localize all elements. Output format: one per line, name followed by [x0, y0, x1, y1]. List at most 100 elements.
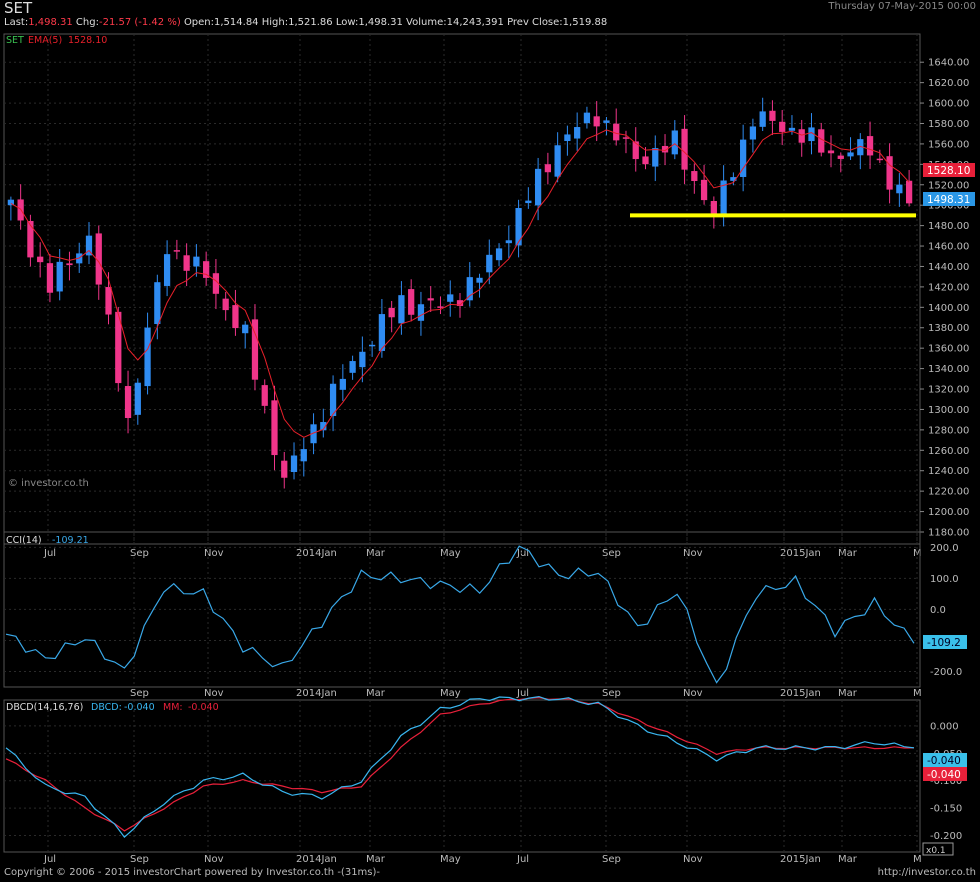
main-y-tick-label: 1240.00: [928, 466, 969, 477]
dbcd-title: DBCD(14,16,76): [6, 702, 83, 713]
dbcd-badge: -0.040: [923, 753, 967, 767]
date-time: Thursday 07-May-2015 00:00: [828, 1, 976, 12]
candle-body: [173, 250, 180, 252]
low-value: 1,498.31: [358, 17, 403, 28]
open-label: Open:: [183, 17, 215, 28]
candle-body: [261, 385, 268, 406]
support-badge-text: 1498.31: [927, 194, 970, 206]
candle-body: [349, 361, 356, 373]
candle-body: [232, 305, 239, 329]
main-panel-frame: [3, 33, 921, 545]
candle-body: [212, 273, 220, 294]
cci-y-tick-label: 0.0: [930, 605, 946, 616]
main-x-tick-label: Nov: [683, 548, 703, 559]
chg-value: -21.57 (-1.42 %): [98, 17, 181, 28]
dbcd-y-axis: 0.000-0.050-0.100-0.150-0.200: [930, 721, 962, 842]
cci-x-tick-label: Nov: [204, 688, 224, 699]
candle-body: [720, 180, 727, 214]
candle-body: [886, 156, 893, 190]
quote-summary: Last:1,498.31 Chg:-21.57 (-1.42 %) Open:…: [4, 17, 607, 28]
main-y-tick-label: 1440.00: [928, 262, 969, 273]
candle-body: [515, 208, 522, 246]
chart-canvas[interactable]: 1640.001620.001600.001580.001560.001540.…: [0, 32, 980, 866]
candle-body: [495, 248, 503, 261]
candle-body: [456, 300, 464, 307]
candle-body: [144, 327, 151, 387]
cci-badge: -109.2: [923, 635, 967, 649]
main-x-tick-label: Sep: [602, 548, 621, 559]
low-label: Low:: [335, 17, 359, 28]
volume-label: Volume:: [406, 17, 447, 28]
candle-body: [339, 378, 346, 390]
cci-x-axis: Sep Nov 2014Jan Mar May Jul Sep Nov 2015Jan Mar M: [130, 688, 922, 699]
candle-body: [203, 261, 210, 278]
candle-body: [359, 351, 366, 368]
candle-body: [827, 150, 835, 154]
candle-body: [642, 156, 649, 165]
ema-label: EMA(5): [28, 35, 62, 46]
ema-value: 1528.10: [68, 35, 107, 46]
main-y-tick-label: 1420.00: [928, 282, 969, 293]
main-x-tick-label: Mar: [366, 548, 386, 559]
cci-x-tick-label: Mar: [366, 688, 386, 699]
candle-body: [271, 400, 278, 456]
footer-link[interactable]: http://investor.co.th: [877, 867, 976, 878]
candle-body: [632, 141, 639, 160]
candle-body: [242, 324, 249, 334]
watermark: © investor.co.th: [8, 478, 89, 489]
candle-body: [85, 235, 93, 256]
candle-body: [183, 255, 190, 271]
cci-x-tick-label: Nov: [683, 688, 703, 699]
candle-body: [369, 344, 376, 347]
cci-line: [5, 545, 915, 684]
prev-close-value: 1,519.88: [562, 17, 608, 28]
candle-body: [505, 240, 512, 244]
main-y-tick-label: 1360.00: [928, 344, 969, 355]
dbcd-x-tick-label: Nov: [204, 854, 224, 865]
cci-x-tick-label: Sep: [130, 688, 149, 699]
cci-title: CCI(14): [6, 535, 42, 546]
main-y-tick-label: 1620.00: [928, 78, 969, 89]
candle-body: [329, 383, 337, 417]
main-y-tick-label: 1560.00: [928, 139, 969, 150]
candle-body: [417, 304, 425, 321]
dbcd-value: -0.040: [124, 702, 155, 713]
main-x-tick-label: May: [440, 548, 461, 559]
candle-body: [759, 111, 766, 127]
candle-body: [56, 261, 63, 292]
candle-body: [300, 449, 307, 462]
cci-badge-text: -109.2: [927, 637, 961, 649]
candle-body: [398, 295, 405, 324]
dbcd-x-tick-label: 2015Jan: [780, 854, 821, 865]
candle-body: [544, 164, 551, 173]
candle-body: [613, 123, 620, 141]
scale-badge-text: x0.1: [926, 846, 946, 856]
main-x-tick-label: 2014Jan: [296, 548, 337, 559]
mm-line: [5, 696, 915, 832]
chg-label: Chg:: [75, 17, 99, 28]
set-tag: SET: [6, 35, 24, 46]
main-y-tick-label: 1300.00: [928, 405, 969, 416]
volume-value: 14,243,391: [446, 17, 504, 28]
dbcd-y-tick-label: -0.100: [930, 776, 962, 787]
last-value: 1,498.31: [28, 17, 73, 28]
mm-label: MM:: [163, 702, 183, 713]
dbcd-label: DBCD:: [91, 702, 122, 713]
ema-line: [10, 129, 910, 438]
candle-body: [124, 386, 132, 418]
candle-body: [896, 184, 903, 194]
main-y-tick-label: 1500.00: [928, 201, 969, 212]
high-value: 1,521.86: [288, 17, 333, 28]
candle-body: [837, 155, 844, 159]
main-grid: [4, 34, 920, 544]
candle-body: [134, 382, 141, 415]
candle-body: [447, 294, 454, 302]
chart-header: SET Thursday 07-May-2015 00:00 Last:1,49…: [0, 0, 980, 34]
dbcd-x-tick-label: Sep: [602, 854, 621, 865]
candle-body: [37, 256, 44, 263]
cci-value: -109.21: [52, 535, 89, 546]
candle-body: [622, 137, 630, 139]
dbcd-x-tick-label: May: [440, 854, 461, 865]
main-x-tick-label: Nov: [204, 548, 224, 559]
candle-body: [290, 455, 298, 473]
